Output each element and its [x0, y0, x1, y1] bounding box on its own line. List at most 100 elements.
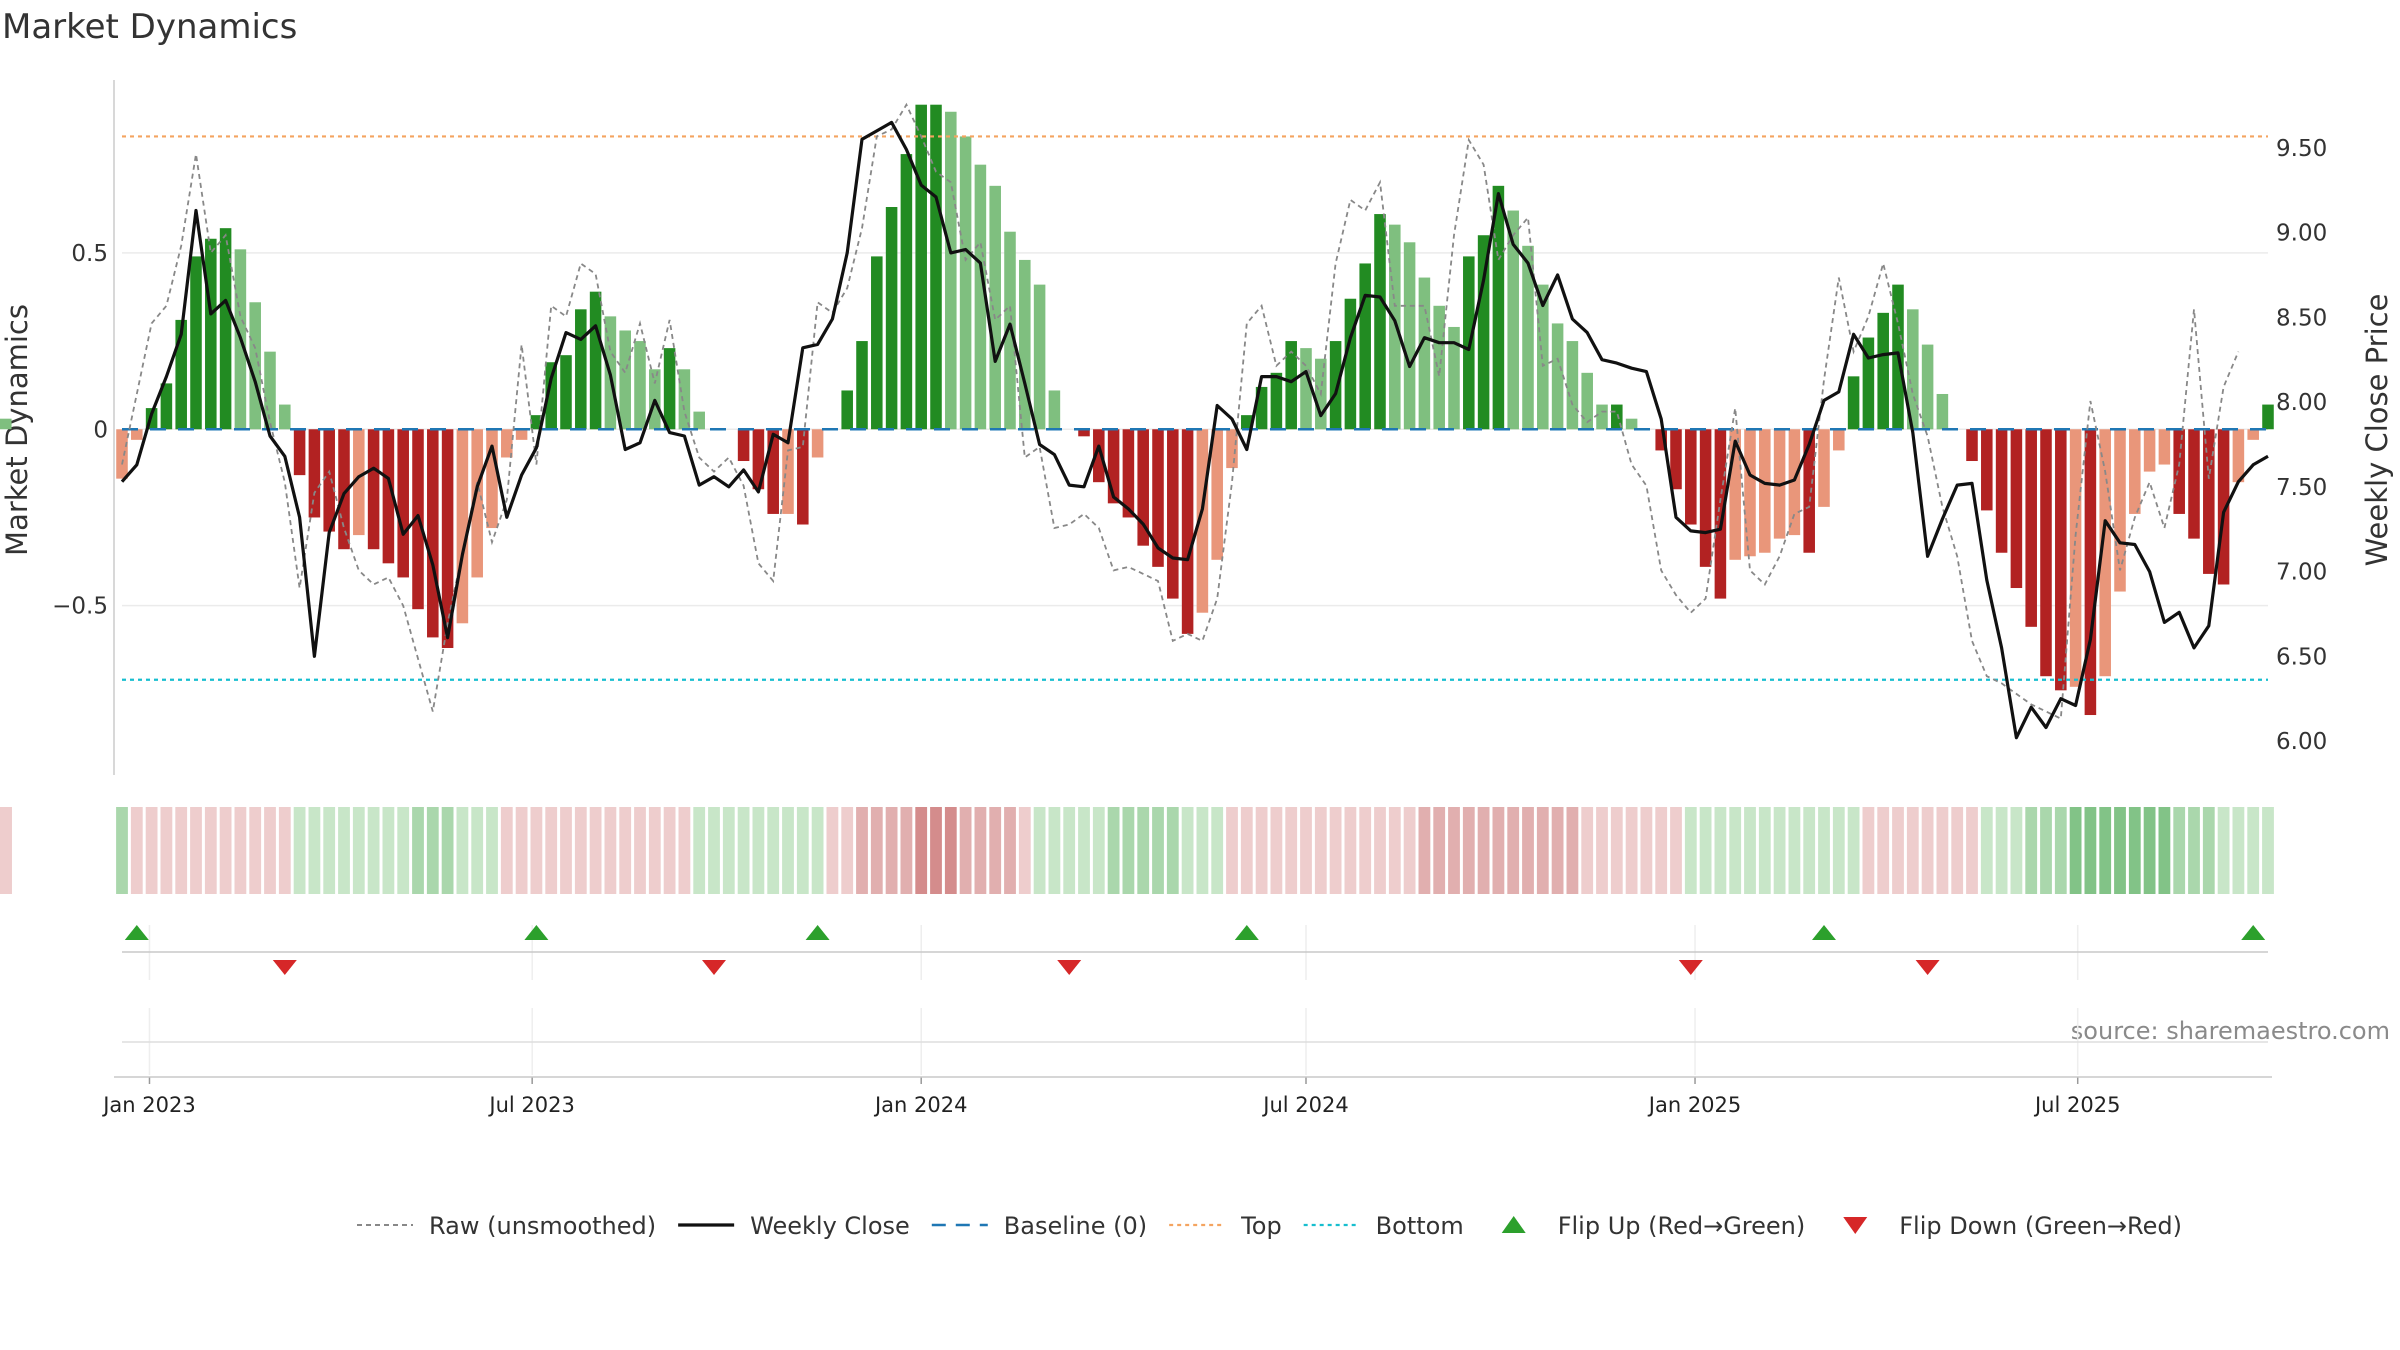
histogram-bar: [1477, 235, 1490, 430]
state-cell: [796, 807, 809, 894]
state-cell: [1566, 807, 1579, 894]
state-cell: [1048, 807, 1061, 894]
state-cell: [1329, 807, 1342, 894]
y-axis-label: Market Dynamics: [0, 304, 34, 556]
histogram-bar: [2114, 429, 2126, 592]
state-cell: [456, 807, 469, 894]
state-cell: [1551, 807, 1564, 894]
histogram-bar: [737, 429, 750, 462]
legend-label: Bottom: [1376, 1212, 1464, 1240]
histogram-bar: [767, 429, 779, 514]
state-cell: [1951, 807, 1964, 894]
state-cell: [116, 807, 128, 894]
state-cell: [574, 807, 587, 894]
histogram-bar: [1122, 429, 1135, 518]
state-cell: [1078, 807, 1090, 894]
state-cell: [1433, 807, 1446, 894]
state-cell: [1063, 807, 1076, 894]
histogram-bar: [782, 429, 794, 514]
legend-label: Flip Down (Green→Red): [1899, 1212, 2182, 1240]
histogram-bar: [323, 429, 335, 532]
histogram-bar: [1418, 277, 1431, 430]
histogram-bar: [249, 302, 261, 430]
state-cell: [2188, 807, 2200, 894]
state-cell: [486, 807, 498, 894]
state-cell: [2202, 807, 2215, 894]
histogram-bar: [1936, 393, 1949, 430]
histogram-bar: [1078, 429, 1090, 437]
histogram-bar: [501, 429, 513, 458]
histogram-bar: [1107, 429, 1120, 504]
state-cell: [323, 807, 336, 894]
state-cell: [1300, 807, 1312, 894]
histogram-bar: [2232, 429, 2245, 483]
state-cell: [293, 807, 306, 894]
state-strip: [0, 807, 2274, 894]
histogram-bar: [678, 369, 691, 430]
legend-entry-flipdown: Flip Down (Green→Red): [1843, 1212, 2182, 1240]
state-cell: [1092, 807, 1105, 894]
histogram-bar: [545, 362, 557, 430]
histogram-bar: [1211, 429, 1223, 560]
histogram-bar: [841, 390, 853, 430]
histogram-bar: [515, 429, 528, 440]
histogram-bar: [1403, 242, 1416, 430]
state-cell: [175, 807, 188, 894]
state-cell: [2054, 807, 2067, 894]
y2-axis-label: Weekly Close Price: [2360, 294, 2394, 567]
state-cell: [930, 807, 942, 894]
state-cell: [589, 807, 602, 894]
histogram-bar: [1255, 386, 1268, 430]
histogram-bar: [1981, 429, 1993, 511]
state-cell: [1788, 807, 1801, 894]
state-cell: [1152, 807, 1164, 894]
histogram-bar: [589, 291, 602, 430]
histogram-bar: [486, 429, 498, 529]
state-cell: [1744, 807, 1756, 894]
state-cell: [130, 807, 143, 894]
state-cell: [1166, 807, 1179, 894]
state-cell: [1240, 807, 1253, 894]
state-cell: [944, 807, 957, 894]
histogram-bar: [1226, 429, 1238, 469]
histogram-bar: [2010, 429, 2023, 589]
state-cell: [471, 807, 484, 894]
histogram-bar: [338, 429, 350, 550]
histogram-bar: [2099, 429, 2111, 677]
histogram-bar: [1788, 429, 1801, 536]
state-cell: [678, 807, 691, 894]
state-cell: [1477, 807, 1490, 894]
state-cell: [0, 807, 12, 894]
flip-markers-panel: [114, 925, 2272, 1078]
y-tick-label: 0.5: [71, 241, 108, 267]
flip-down-marker: [702, 960, 726, 975]
histogram-bar: [1699, 429, 1712, 567]
histogram-bar: [175, 319, 187, 430]
legend-entry-baseline: Baseline (0): [931, 1212, 1147, 1240]
state-cell: [915, 807, 928, 894]
state-cell: [2232, 807, 2245, 894]
histogram-bar: [1611, 404, 1623, 430]
histogram-bar: [1019, 259, 1031, 430]
weekly-close-line: [120, 120, 2269, 740]
histogram-bar: [1625, 418, 1638, 430]
histogram-bar: [1492, 185, 1505, 430]
histogram-bar: [293, 429, 306, 476]
state-cell: [634, 807, 646, 894]
state-cell: [1980, 807, 1993, 894]
state-cell: [2262, 807, 2274, 894]
histogram-bar: [441, 429, 454, 648]
y2-tick-label: 6.00: [2276, 729, 2327, 755]
state-cell: [1344, 807, 1357, 894]
histogram-bar: [752, 429, 765, 490]
state-cell: [1462, 807, 1475, 894]
histogram-bar: [1093, 429, 1105, 483]
state-cell: [2069, 807, 2082, 894]
state-cell: [1832, 807, 1845, 894]
flip-up-marker: [805, 925, 830, 940]
histogram-bar: [930, 104, 942, 430]
legend-swatch: [1843, 1217, 1868, 1234]
flip-down-marker: [1915, 960, 1940, 975]
histogram-bar: [219, 228, 232, 430]
